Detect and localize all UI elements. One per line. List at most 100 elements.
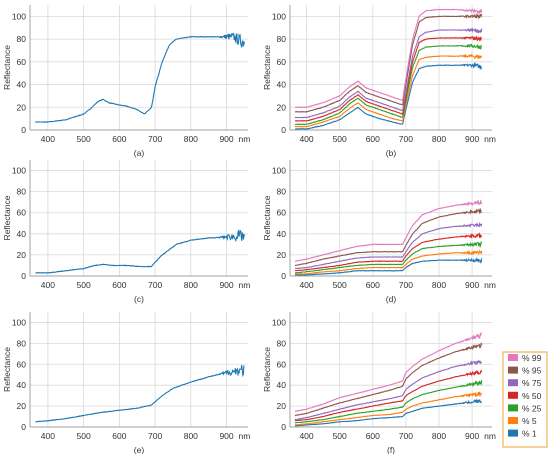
legend-label: % 75 [522,378,542,388]
y-tick-label: 60 [17,57,27,67]
legend-entry: % 5 [508,416,537,426]
y-tick-label: 40 [17,380,27,390]
x-tick-label: 900 [465,431,479,441]
y-tick-label: 60 [277,359,287,369]
x-tick-label: 600 [112,280,126,290]
x-tick-label: 500 [333,431,347,441]
x-unit-label: nm [239,134,251,144]
y-tick-label: 20 [17,250,27,260]
panel-b: 0 20 40 60 80 100 400 500 600 700 800 900 nm Reflecta… [262,5,496,158]
panel-caption: (e) [134,445,145,454]
y-tick-label: 80 [277,338,287,348]
x-tick-label: 700 [399,280,413,290]
y-tick-label: 0 [281,271,286,281]
x-tick-label: 400 [299,431,313,441]
x-tick-label: 800 [432,134,446,144]
y-tick-label: 80 [277,34,287,44]
series-line-25 [294,379,483,424]
x-unit-label: nm [484,134,496,144]
series-line-95 [295,342,483,417]
y-tick-label: 100 [272,11,286,21]
series-line-50 [294,231,483,272]
legend-label: % 99 [522,353,542,363]
x-tick-label: 900 [219,134,233,144]
x-tick-label: 400 [41,431,55,441]
y-tick-label: 0 [21,422,26,432]
x-unit-label: nm [239,280,251,290]
series-line-5 [294,249,483,275]
series-line-1 [294,256,483,276]
x-tick-label: 600 [366,431,380,441]
legend-label: % 5 [522,416,537,426]
y-tick-label: 100 [12,166,26,176]
y-tick-label: 20 [277,250,287,260]
panel-a: 0 20 40 60 80 100 400 500 600 700 800 900 nm Reflecta… [2,5,250,158]
y-tick-label: 80 [17,187,27,197]
x-tick-label: 800 [184,431,198,441]
y-tick-label: 0 [281,422,286,432]
legend-swatch [508,366,518,374]
x-tick-label: 500 [77,431,91,441]
x-tick-label: 700 [148,280,162,290]
y-axis-label: Reflectance [2,45,12,90]
y-tick-label: 60 [17,208,27,218]
x-tick-label: 900 [465,134,479,144]
legend-swatch [508,429,518,437]
x-unit-label: nm [484,431,496,441]
legend-label: % 50 [522,391,542,401]
panel-caption: (c) [134,294,144,304]
x-unit-label: nm [239,431,251,441]
y-tick-label: 40 [277,380,287,390]
legend-entry: % 1 [508,429,537,439]
y-axis-label: Reflectance [262,195,272,240]
series-line [35,32,245,123]
y-tick-label: 0 [21,271,26,281]
panel-caption: (d) [386,294,397,304]
y-tick-label: 20 [17,102,27,112]
x-tick-label: 500 [77,134,91,144]
y-axis-label: Reflectance [2,195,12,240]
panel-caption: (b) [386,148,397,158]
legend-entry: % 50 [508,391,542,401]
legend-entry: % 99 [508,353,542,363]
panel-c: 0 20 40 60 80 100 400 500 600 700 800 900 nm Reflecta… [2,160,250,304]
legend-swatch [508,391,518,399]
panel-e: 0 20 40 60 80 100 400 500 600 700 800 900 nm Reflecta… [2,312,250,454]
x-tick-label: 900 [219,280,233,290]
x-tick-label: 500 [77,280,91,290]
y-tick-label: 20 [277,102,287,112]
series-line-50 [294,369,483,422]
series-line-1 [294,399,483,427]
y-tick-label: 60 [17,359,27,369]
legend-swatch [508,379,518,387]
series-line-99 [294,331,483,412]
series-line-99 [295,7,483,109]
series-line [35,365,245,423]
panel-caption: (a) [134,148,145,158]
y-tick-label: 40 [17,80,27,90]
legend-swatch [508,354,518,361]
series-line-75 [294,221,483,270]
series-line-95 [294,12,483,113]
x-tick-label: 700 [148,134,162,144]
legend-label: % 1 [522,429,537,439]
series-line [35,229,245,274]
x-tick-label: 400 [41,134,55,144]
x-tick-label: 600 [112,431,126,441]
y-tick-label: 100 [12,11,26,21]
x-tick-label: 400 [299,280,313,290]
series-line-25 [294,43,483,126]
x-tick-label: 900 [219,431,233,441]
x-tick-label: 500 [333,134,347,144]
x-tick-label: 500 [333,280,347,290]
legend-swatch [508,404,518,412]
x-tick-label: 600 [112,134,126,144]
y-tick-label: 40 [277,229,287,239]
legend: % 99 % 95 % 75 % 50 % 25 % 5 % 1 [502,351,548,448]
y-axis-label: Reflectance [2,347,12,392]
series-line-50 [294,35,482,122]
legend-swatch [508,417,518,424]
panel-f: 0 20 40 60 80 100 400 500 600 700 800 900 nm Reflecta… [262,312,496,454]
x-tick-label: 400 [299,134,313,144]
